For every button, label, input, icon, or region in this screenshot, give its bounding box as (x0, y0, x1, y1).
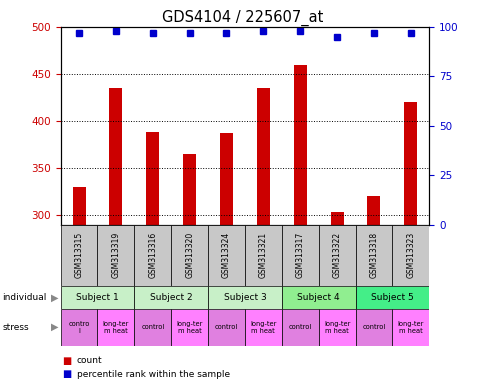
Text: control: control (362, 324, 385, 330)
Text: stress: stress (2, 323, 29, 332)
Bar (244, 309, 281, 346)
Bar (257, 88, 269, 225)
Bar (73, 187, 85, 225)
Bar (330, 212, 343, 225)
Bar (208, 309, 244, 346)
Bar (208, 225, 244, 286)
Text: ▶: ▶ (50, 322, 58, 332)
Text: long-ter
m heat: long-ter m heat (250, 321, 276, 334)
Text: Subject 2: Subject 2 (150, 293, 192, 302)
Bar (367, 196, 379, 225)
Bar (293, 65, 306, 225)
Bar (134, 309, 171, 346)
Bar (146, 132, 159, 225)
Bar (60, 286, 134, 309)
Text: Subject 4: Subject 4 (297, 293, 339, 302)
Text: long-ter
m heat: long-ter m heat (323, 321, 349, 334)
Text: control: control (288, 324, 311, 330)
Text: Subject 5: Subject 5 (370, 293, 413, 302)
Text: GSM313319: GSM313319 (111, 232, 120, 278)
Text: GDS4104 / 225607_at: GDS4104 / 225607_at (162, 10, 322, 26)
Bar (60, 309, 97, 346)
Bar (171, 309, 208, 346)
Text: ■: ■ (62, 369, 71, 379)
Text: long-ter
m heat: long-ter m heat (103, 321, 129, 334)
Text: Subject 1: Subject 1 (76, 293, 119, 302)
Text: GSM313320: GSM313320 (185, 232, 194, 278)
Text: GSM313315: GSM313315 (75, 232, 83, 278)
Bar (404, 102, 416, 225)
Bar (355, 286, 428, 309)
Text: GSM313318: GSM313318 (369, 232, 378, 278)
Bar (171, 225, 208, 286)
Bar (134, 286, 208, 309)
Text: percentile rank within the sample: percentile rank within the sample (76, 370, 229, 379)
Text: Subject 3: Subject 3 (223, 293, 266, 302)
Bar (392, 225, 428, 286)
Bar (318, 309, 355, 346)
Bar (183, 154, 196, 225)
Text: individual: individual (2, 293, 46, 302)
Bar (392, 309, 428, 346)
Text: GSM313317: GSM313317 (295, 232, 304, 278)
Bar (281, 309, 318, 346)
Text: count: count (76, 356, 102, 366)
Bar (318, 225, 355, 286)
Bar (97, 225, 134, 286)
Text: GSM313321: GSM313321 (258, 232, 267, 278)
Bar (134, 225, 171, 286)
Bar (220, 133, 232, 225)
Text: GSM313322: GSM313322 (332, 232, 341, 278)
Bar (244, 225, 281, 286)
Text: GSM313316: GSM313316 (148, 232, 157, 278)
Bar (355, 309, 392, 346)
Text: GSM313324: GSM313324 (222, 232, 230, 278)
Bar (109, 88, 122, 225)
Text: long-ter
m heat: long-ter m heat (176, 321, 202, 334)
Text: control: control (214, 324, 238, 330)
Text: GSM313323: GSM313323 (406, 232, 414, 278)
Bar (281, 225, 318, 286)
Text: ▶: ▶ (50, 293, 58, 303)
Bar (281, 286, 355, 309)
Text: control: control (141, 324, 164, 330)
Bar (60, 225, 97, 286)
Bar (97, 309, 134, 346)
Text: long-ter
m heat: long-ter m heat (397, 321, 423, 334)
Bar (355, 225, 392, 286)
Bar (208, 286, 281, 309)
Text: contro
l: contro l (68, 321, 90, 334)
Text: ■: ■ (62, 356, 71, 366)
